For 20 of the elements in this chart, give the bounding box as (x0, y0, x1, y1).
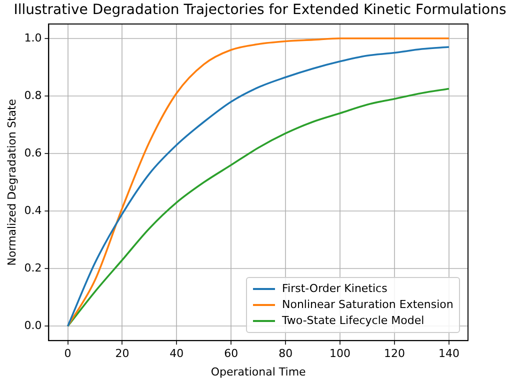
y-tick-label: 1.0 (24, 31, 42, 44)
y-axis-title: Normalized Degradation State (5, 98, 18, 266)
legend-label: Two-State Lifecycle Model (282, 314, 424, 328)
x-tick-label: 80 (278, 347, 293, 360)
y-tick-label: 0.4 (24, 204, 42, 217)
legend-label: Nonlinear Saturation Extension (282, 298, 454, 312)
x-axis-title: Operational Time (210, 365, 306, 378)
y-tick-label: 0.6 (24, 146, 42, 160)
x-tick-label: 40 (170, 347, 184, 360)
x-tick-label: 0 (64, 347, 72, 360)
chart-title: Illustrative Degradation Trajectories for Extended Kinetic Formulations (12, 2, 508, 18)
x-tick-label: 100 (330, 347, 351, 360)
y-tick-label: 0.2 (24, 262, 42, 275)
y-tick-label: 0.0 (24, 319, 42, 332)
x-tick-label: 20 (115, 347, 130, 360)
legend-label: First-Order Kinetics (282, 282, 388, 296)
x-tick-label: 60 (224, 347, 238, 360)
x-tick-label: 140 (438, 347, 460, 360)
y-tick-label: 0.8 (24, 88, 42, 102)
x-tick-label: 120 (384, 347, 405, 360)
